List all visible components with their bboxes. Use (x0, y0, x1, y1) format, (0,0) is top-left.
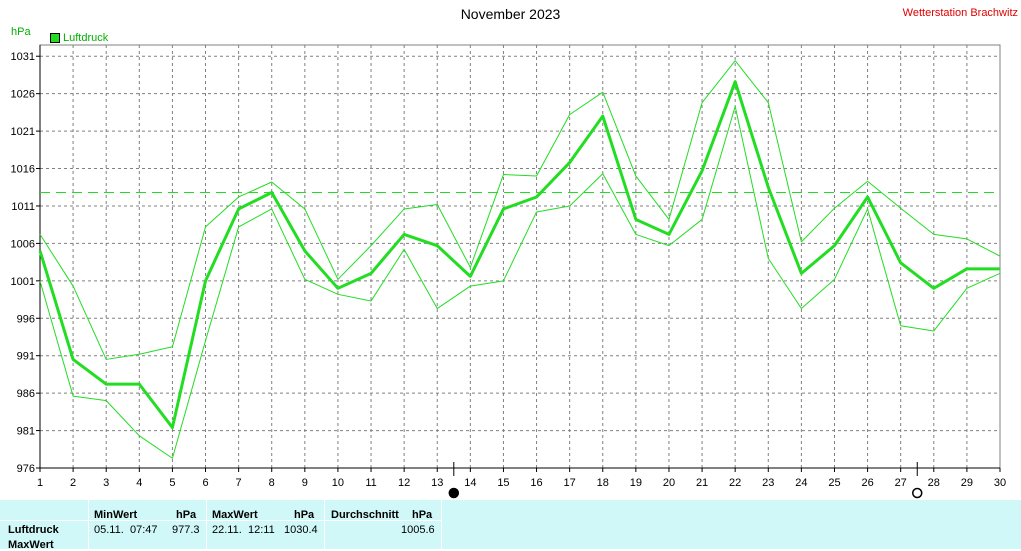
station-name: Wetterstation Brachwitz (902, 7, 1018, 19)
y-tick-label: 1021 (11, 126, 35, 138)
series-line-max (39, 60, 1001, 360)
x-tick-label: 21 (696, 477, 708, 489)
y-tick-label: 1031 (11, 51, 35, 63)
x-tick-label: 20 (663, 477, 675, 489)
x-tick-label: 10 (332, 477, 344, 489)
min-unit: hPa (176, 509, 197, 521)
row-label-2: MaxWert (8, 539, 54, 551)
y-tick-label: 1006 (11, 238, 35, 250)
x-tick-label: 16 (530, 477, 542, 489)
avg-value: 1005.6 (401, 524, 435, 536)
avg-header: Durchschnitt (331, 509, 399, 521)
series-line-min (39, 105, 1001, 459)
row-label: Luftdruck (8, 524, 59, 536)
legend-swatch (50, 33, 60, 43)
x-tick-label: 6 (202, 477, 208, 489)
x-tick-label: 4 (136, 477, 142, 489)
avg-unit: hPa (412, 509, 433, 521)
full-moon-icon (911, 487, 923, 499)
y-tick-label: 981 (17, 426, 35, 438)
plot-frame (39, 44, 1001, 469)
x-tick-label: 14 (464, 477, 476, 489)
pressure-chart: 9769819869919961001100610111016102110261… (11, 44, 1006, 499)
max-date: 22.11. (212, 524, 242, 536)
y-tick-label: 991 (17, 351, 35, 363)
x-tick-label: 22 (729, 477, 741, 489)
series-line-mean (38, 80, 1000, 430)
max-unit: hPa (294, 509, 315, 521)
y-tick-label: 1001 (11, 276, 35, 288)
min-value: 977.3 (172, 524, 200, 536)
x-tick-label: 24 (795, 477, 807, 489)
max-time: 12:11 (248, 524, 275, 536)
new-moon-icon (448, 487, 460, 499)
x-tick-label: 26 (861, 477, 873, 489)
y-tick-label: 986 (17, 388, 35, 400)
y-tick-label: 1016 (11, 164, 35, 176)
x-tick-label: 15 (497, 477, 509, 489)
max-header: MaxWert (212, 509, 258, 521)
x-tick-label: 1 (37, 477, 43, 489)
x-tick-label: 5 (169, 477, 175, 489)
x-tick-label: 3 (103, 477, 109, 489)
y-axis-unit: hPa (11, 26, 31, 38)
x-tick-label: 7 (236, 477, 242, 489)
y-tick-label: 976 (17, 463, 35, 475)
x-tick-label: 29 (961, 477, 973, 489)
chart-title: November 2023 (460, 6, 561, 22)
legend: Luftdruck (50, 32, 108, 44)
summary-table: MinWert hPa MaxWert hPa Durchschnitt hPa… (0, 500, 1021, 551)
y-tick-label: 996 (17, 313, 35, 325)
min-time: 07:47 (130, 524, 158, 536)
x-tick-label: 8 (269, 477, 275, 489)
legend-label: Luftdruck (63, 32, 109, 44)
x-tick-label: 28 (928, 477, 940, 489)
x-tick-label: 30 (994, 477, 1006, 489)
min-header: MinWert (94, 509, 138, 521)
x-tick-label: 23 (762, 477, 774, 489)
x-tick-label: 25 (828, 477, 840, 489)
x-tick-label: 19 (630, 477, 642, 489)
x-tick-label: 13 (431, 477, 443, 489)
x-tick-label: 27 (895, 477, 907, 489)
max-value: 1030.4 (284, 524, 318, 536)
x-tick-label: 9 (302, 477, 308, 489)
x-tick-label: 18 (597, 477, 609, 489)
x-tick-label: 17 (564, 477, 576, 489)
y-tick-label: 1026 (11, 89, 35, 101)
x-tick-label: 11 (365, 477, 376, 489)
x-tick-label: 2 (70, 477, 76, 489)
x-tick-label: 12 (398, 477, 410, 489)
y-tick-label: 1011 (11, 201, 35, 213)
min-date: 05.11. (94, 524, 124, 536)
